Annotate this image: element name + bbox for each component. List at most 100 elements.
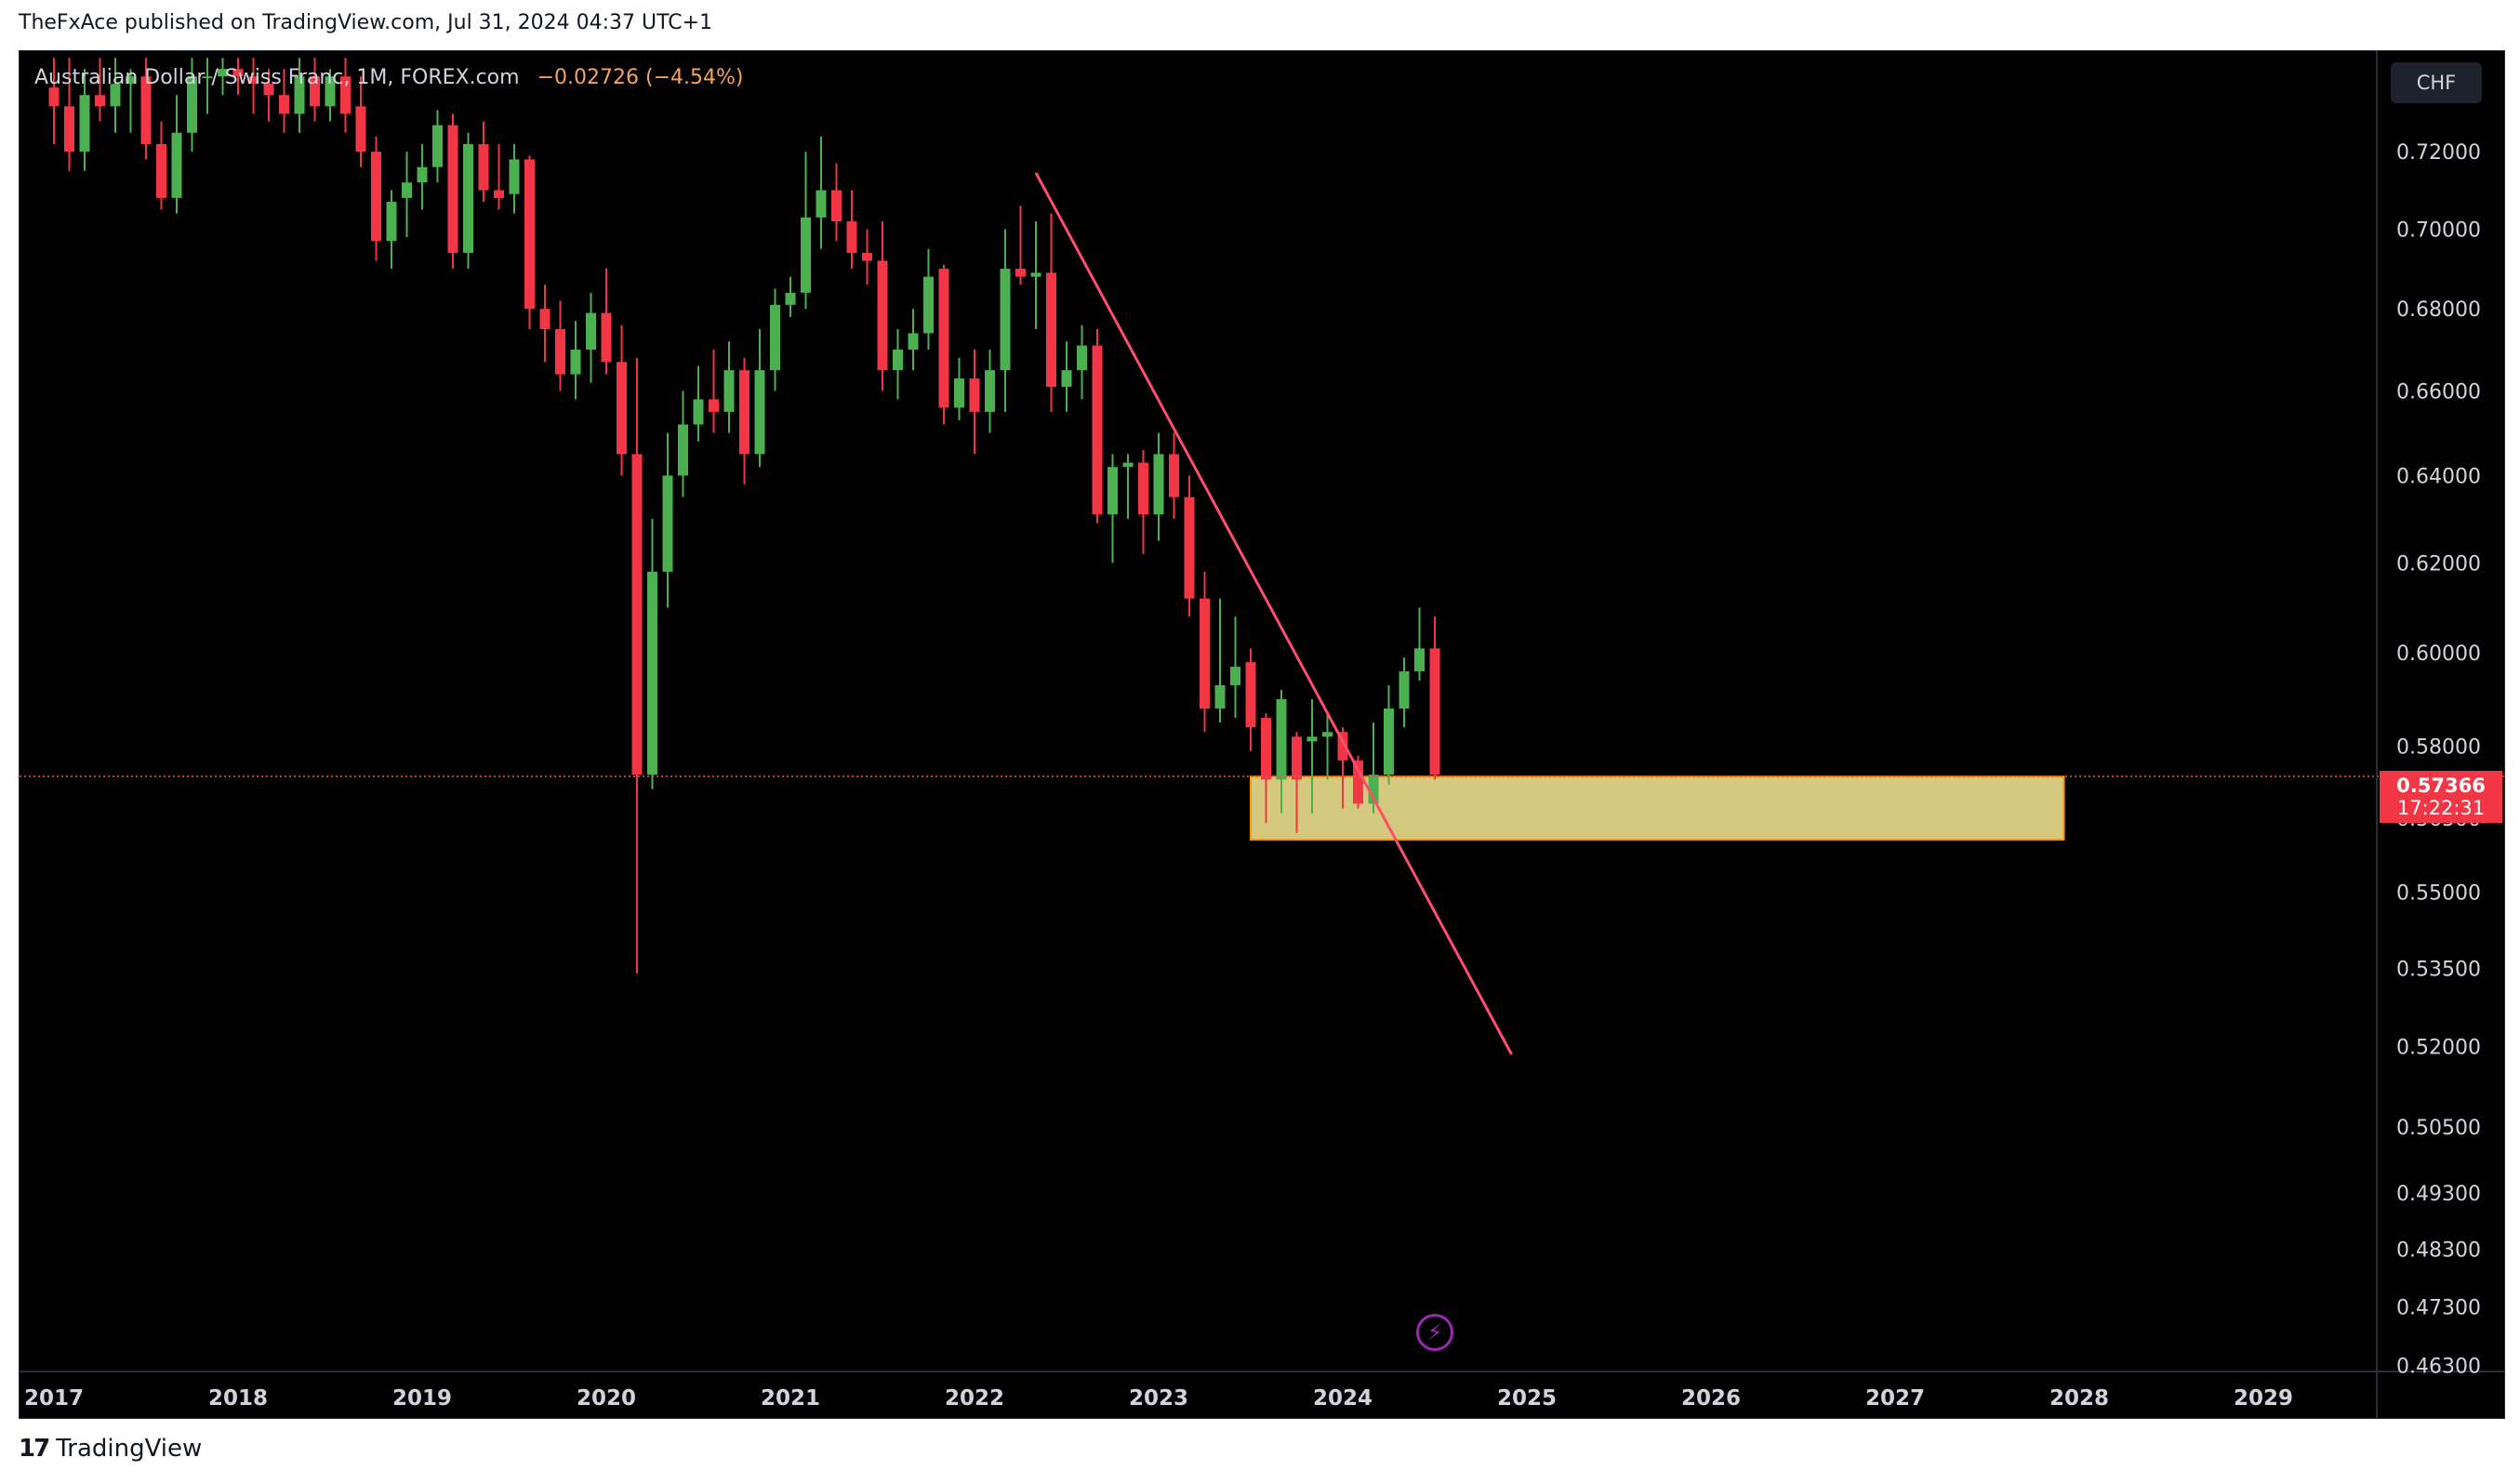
price-tick-label: 0.68000: [2396, 298, 2481, 322]
candle-body: [617, 362, 627, 455]
candle: [1261, 713, 1271, 824]
price-tick-label: 0.49300: [2396, 1183, 2481, 1206]
candle-body: [325, 76, 336, 107]
axes-layer: 0.72000 0.70000 0.68000 0.66000 0.64000 0.620…: [20, 51, 2504, 1418]
time-tick-label: 2018: [208, 1386, 268, 1411]
price-tick-label: 0.60000: [2396, 643, 2481, 666]
candle: [570, 321, 581, 400]
candle-body: [954, 378, 964, 408]
candle: [95, 58, 105, 122]
candle-body: [1200, 598, 1210, 709]
candle-body: [294, 76, 305, 114]
candle: [126, 69, 136, 133]
candle: [79, 69, 90, 171]
tradingview-logo-icon: 17: [19, 1435, 50, 1463]
candle: [524, 155, 535, 330]
bar-countdown: 17:22:31: [2396, 796, 2486, 819]
support-zone-layer: [1250, 775, 2065, 841]
candle-body: [555, 329, 565, 375]
candle-body: [1030, 272, 1041, 277]
time-tick-label: 2025: [1497, 1386, 1557, 1411]
candle: [279, 69, 289, 133]
candle-body: [1046, 272, 1056, 387]
price-tick-label: 0.66000: [2396, 380, 2481, 404]
currency-button[interactable]: CHF: [2391, 62, 2482, 103]
time-tick-label: 2017: [24, 1386, 84, 1411]
candle-body: [386, 202, 397, 242]
candle: [739, 357, 749, 484]
candle: [938, 264, 949, 425]
candle: [617, 325, 627, 476]
candle-body: [816, 190, 827, 218]
candle-body: [402, 182, 412, 198]
time-tick-label: 2026: [1681, 1386, 1741, 1411]
candle: [1399, 657, 1410, 728]
candle-body: [693, 399, 704, 425]
candle: [1061, 341, 1072, 412]
candle-body: [48, 87, 60, 107]
candle-body: [969, 378, 980, 412]
candle: [232, 58, 244, 96]
candle-body: [1337, 732, 1348, 761]
candle-body: [1384, 708, 1394, 775]
candle-body: [1245, 662, 1256, 728]
candle-body: [263, 84, 274, 96]
candle: [187, 58, 197, 152]
candle-body: [494, 190, 504, 198]
candle: [386, 190, 397, 270]
candle: [969, 349, 980, 455]
time-tick-label: 2029: [2234, 1386, 2293, 1411]
candle-body: [248, 76, 259, 85]
candle-body: [770, 304, 780, 371]
candles-layer: [48, 58, 1440, 974]
candle: [555, 300, 565, 391]
candle-body: [509, 159, 520, 194]
trendline-layer: [1034, 172, 1513, 1055]
candle: [1000, 229, 1011, 412]
trendline: [1034, 172, 1513, 1055]
candle-body: [1122, 462, 1134, 468]
candle-body: [586, 312, 596, 350]
time-tick-label: 2021: [761, 1386, 820, 1411]
candle: [202, 58, 213, 114]
time-tick-label: 2027: [1865, 1386, 1925, 1411]
candle: [325, 69, 336, 122]
candle: [417, 143, 428, 210]
candle: [218, 58, 228, 96]
candle-body: [1414, 648, 1425, 672]
time-tick-label: 2022: [945, 1386, 1004, 1411]
candle-body: [478, 143, 489, 191]
candle: [263, 69, 274, 122]
lightning-bolt-icon[interactable]: ⚡: [1416, 1314, 1453, 1351]
candle: [402, 152, 412, 237]
candle: [1384, 684, 1394, 785]
candle: [1030, 221, 1041, 330]
candle-body: [1261, 718, 1271, 780]
candlestick-chart[interactable]: 0.72000 0.70000 0.68000 0.66000 0.64000 0.620…: [20, 51, 2504, 1418]
candle-body: [1061, 370, 1072, 387]
candle: [171, 95, 182, 214]
candle-body: [754, 370, 765, 455]
candle: [908, 309, 919, 371]
candle-body: [1107, 467, 1118, 515]
candle: [954, 357, 964, 420]
candle-body: [1306, 736, 1318, 742]
candle-body: [801, 217, 811, 293]
chart-pane[interactable]: 0.72000 0.70000 0.68000 0.66000 0.64000 0.620…: [19, 50, 2505, 1419]
candle: [294, 58, 305, 133]
candle: [816, 136, 827, 249]
candle: [801, 152, 811, 310]
candle-body: [371, 152, 381, 242]
candle-body: [310, 76, 320, 107]
time-tick-label: 2024: [1313, 1386, 1373, 1411]
candle: [64, 58, 74, 171]
candle: [1429, 616, 1440, 780]
candle: [509, 143, 520, 214]
candle-body: [279, 95, 289, 114]
price-tick-label: 0.72000: [2396, 141, 2481, 165]
candle-body: [171, 132, 182, 198]
candle: [1230, 616, 1240, 719]
candle: [110, 58, 121, 133]
candle: [1046, 213, 1056, 412]
candle: [723, 341, 735, 433]
